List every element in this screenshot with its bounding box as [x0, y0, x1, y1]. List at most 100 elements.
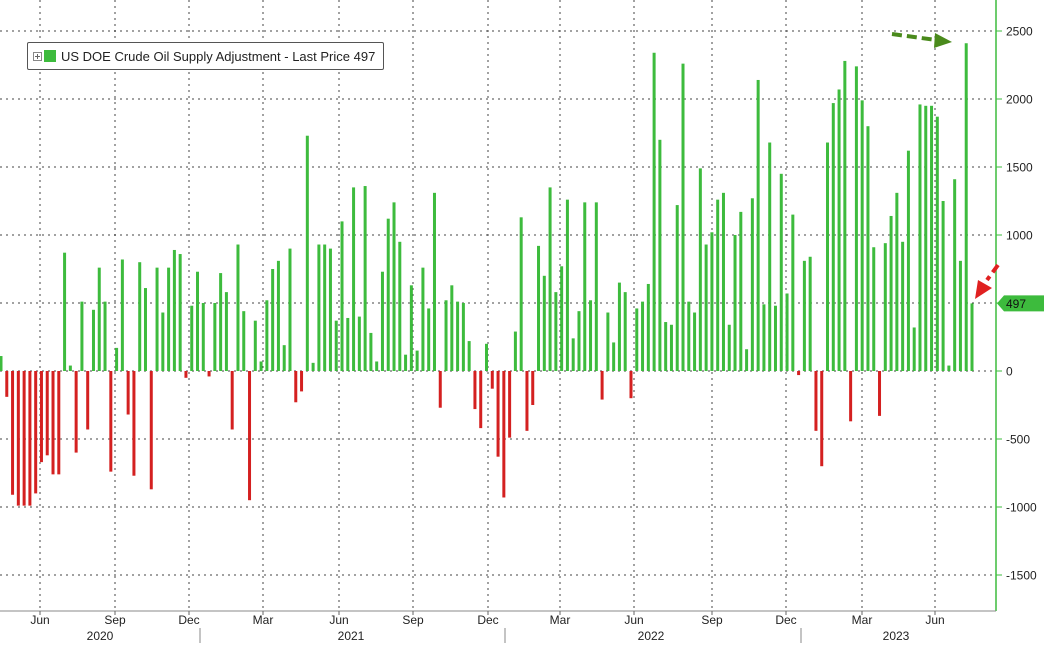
bar — [947, 365, 951, 371]
bar — [560, 266, 564, 371]
bar — [236, 244, 240, 371]
bar — [386, 218, 390, 371]
bar — [906, 150, 910, 371]
x-month-label: Mar — [852, 613, 873, 627]
x-month-label: Jun — [925, 613, 944, 627]
bar — [496, 371, 500, 457]
annotations: 497 — [891, 32, 1044, 312]
bar — [196, 271, 200, 371]
bar — [155, 267, 159, 371]
bar — [167, 267, 171, 371]
red-arrow-head — [975, 280, 992, 299]
bar — [201, 303, 205, 371]
bar — [97, 267, 101, 371]
bar — [305, 135, 309, 371]
bar — [184, 371, 188, 378]
bar — [450, 285, 454, 371]
bar — [404, 354, 408, 371]
bar — [230, 371, 234, 430]
bar — [288, 248, 292, 371]
bar — [138, 262, 142, 371]
bar — [565, 199, 569, 371]
bar — [415, 350, 419, 371]
bar — [172, 249, 176, 371]
bar — [340, 221, 344, 371]
x-year-label: 2020 — [87, 629, 114, 643]
bar — [143, 288, 147, 371]
bar — [785, 293, 789, 371]
bar — [51, 371, 55, 475]
bar — [5, 371, 9, 397]
bar — [808, 256, 812, 371]
legend-expand-icon[interactable] — [33, 51, 42, 61]
bar — [964, 43, 968, 372]
bar — [467, 341, 471, 371]
bar — [669, 324, 673, 371]
bar — [74, 371, 78, 453]
bar — [213, 303, 217, 371]
bar — [537, 245, 541, 371]
x-year-label: 2021 — [338, 629, 365, 643]
bar — [259, 361, 263, 371]
bar — [103, 301, 107, 371]
bar — [629, 371, 633, 399]
bar — [652, 52, 656, 371]
bar — [519, 217, 523, 371]
bar — [814, 371, 818, 431]
bar — [733, 235, 737, 371]
bar — [583, 202, 587, 371]
bar — [623, 292, 627, 371]
y-tick-label: -1000 — [1006, 501, 1037, 515]
bar — [427, 308, 431, 371]
bar — [16, 371, 20, 506]
bar — [525, 371, 529, 431]
y-tick-label: 1500 — [1006, 161, 1033, 175]
bar — [681, 63, 685, 371]
bar — [219, 273, 223, 371]
bar — [872, 247, 876, 371]
green-arrow-head — [934, 33, 952, 48]
bar — [444, 300, 448, 371]
bar — [253, 320, 257, 371]
bar — [854, 66, 858, 372]
bar — [837, 89, 841, 371]
bar — [328, 248, 332, 371]
bar — [664, 322, 668, 371]
bar — [612, 342, 616, 371]
bar — [675, 205, 679, 371]
bar — [149, 371, 153, 490]
bar — [45, 371, 49, 456]
bar — [756, 79, 760, 372]
bar — [22, 371, 26, 506]
bar — [91, 309, 95, 371]
bar — [721, 192, 725, 371]
x-month-label: Sep — [701, 613, 723, 627]
bar — [554, 292, 558, 371]
x-month-label: Sep — [104, 613, 126, 627]
bar — [28, 371, 32, 506]
gridlines — [0, 0, 996, 611]
bar — [11, 371, 15, 495]
axes — [0, 0, 1002, 643]
bar — [490, 371, 494, 389]
bar — [375, 361, 379, 371]
x-year-label: 2022 — [638, 629, 665, 643]
bar — [895, 192, 899, 371]
bar — [589, 300, 593, 371]
bar — [513, 331, 517, 371]
bar — [68, 365, 72, 371]
bar — [115, 347, 119, 371]
legend[interactable]: US DOE Crude Oil Supply Adjustment - Las… — [27, 42, 385, 70]
bar — [190, 305, 194, 371]
bar — [577, 311, 581, 371]
bar — [750, 198, 754, 371]
bar — [57, 371, 61, 475]
bar — [207, 371, 211, 377]
bar — [346, 317, 350, 371]
bar — [779, 173, 783, 371]
bars — [0, 43, 974, 506]
bar — [635, 308, 639, 371]
bar — [953, 179, 957, 371]
bar — [773, 305, 777, 371]
bar — [485, 343, 488, 371]
